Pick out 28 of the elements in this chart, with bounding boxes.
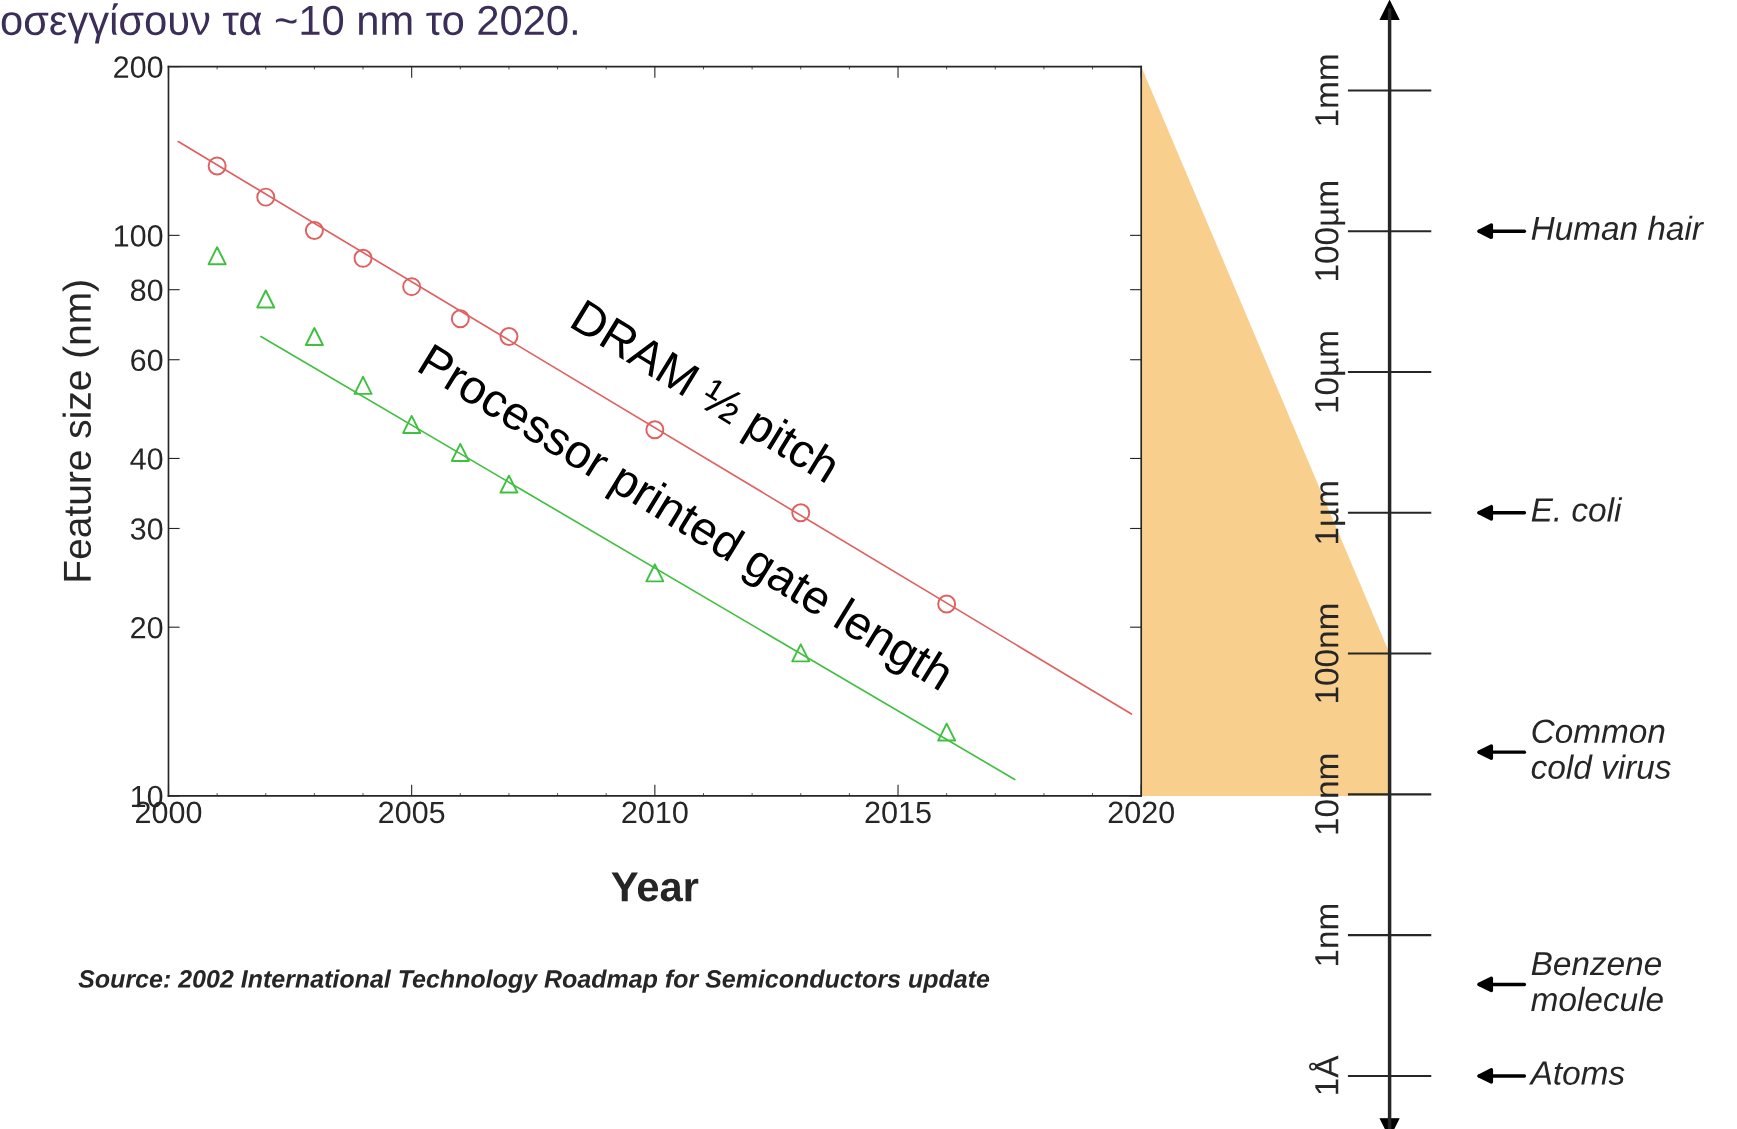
text: Common cold virus — [1531, 719, 1671, 780]
y-axis-title: Feature size (nm) — [62, 281, 99, 581]
y-tick-label: 20 — [131, 616, 163, 639]
y-tick-label: 60 — [131, 349, 163, 372]
x-tick-label: 2020 — [1108, 801, 1174, 824]
x-axis-title: Year — [611, 872, 699, 902]
text: 1Å — [1309, 1055, 1339, 1094]
text: 1nm — [1315, 904, 1339, 966]
y-tick-label: 200 — [114, 56, 163, 78]
x-tick-label: 2010 — [622, 801, 688, 824]
text: οσεγγίσουν τα ~10 nm το 2020. — [1, 3, 577, 44]
text: 1mm — [1315, 55, 1339, 125]
text: 10nm — [1314, 754, 1339, 834]
text: E. coli — [1531, 497, 1623, 522]
y-tick-label: 100 — [114, 225, 163, 247]
text: 100nm — [1314, 604, 1339, 702]
text: Benzene molecule — [1531, 952, 1663, 1012]
y-tick-label: 80 — [130, 279, 163, 302]
x-tick-label: 2005 — [379, 801, 445, 824]
text: Human hair — [1531, 215, 1705, 241]
text: 100µm — [1314, 182, 1346, 280]
text: 10µm — [1314, 332, 1346, 412]
y-tick-label: 40 — [130, 448, 163, 470]
x-tick-label: 2015 — [865, 801, 931, 824]
text: Atoms — [1529, 1061, 1625, 1085]
text: 1µm — [1315, 482, 1346, 544]
y-tick-label: 30 — [130, 518, 163, 540]
source-note: Source: 2002 International Technology Roadmap for Semiconductors update — [78, 969, 990, 993]
